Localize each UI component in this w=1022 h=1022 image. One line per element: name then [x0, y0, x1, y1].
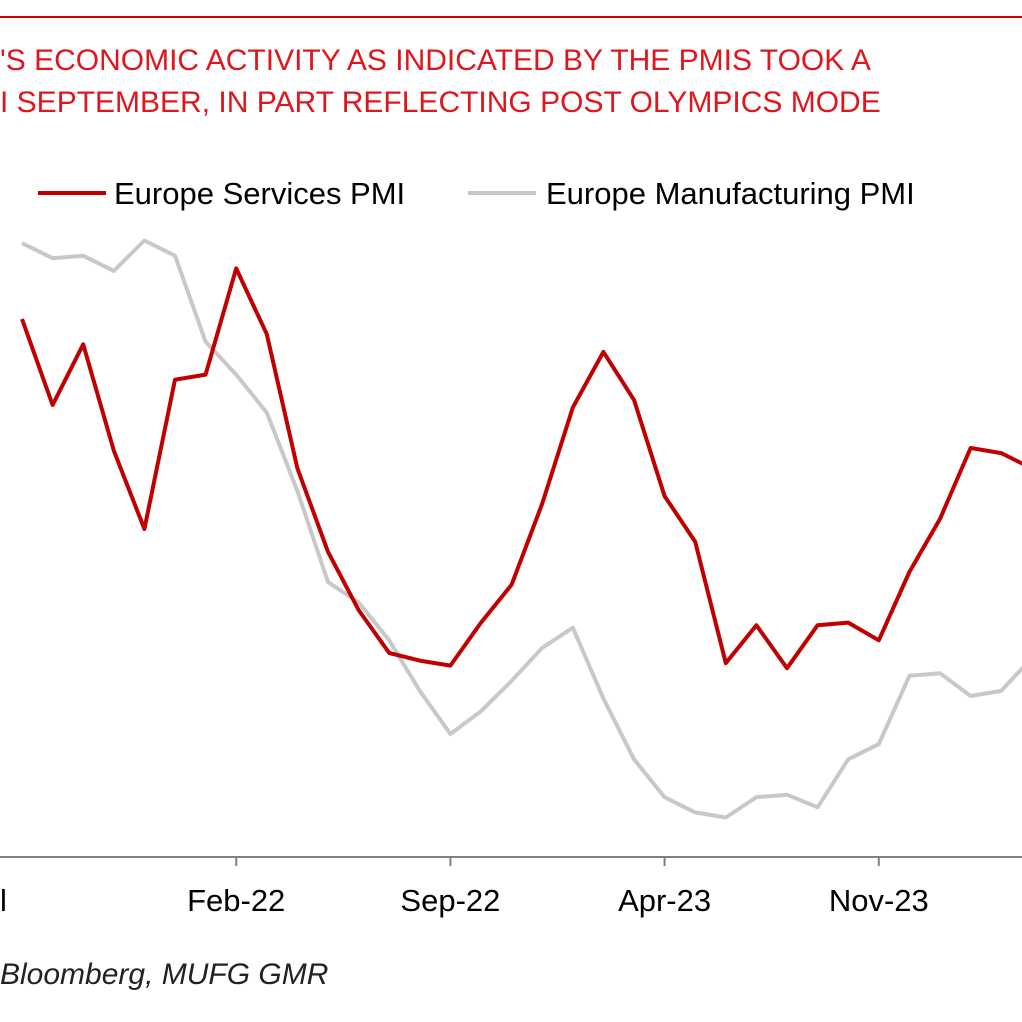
series-lines — [20, 238, 1022, 820]
legend-label-services: Europe Services PMI — [114, 176, 405, 211]
x-axis-ticks — [235, 857, 880, 866]
series-line-manufacturing — [21, 238, 1022, 820]
chart-legend: Europe Services PMI Europe Manufacturing… — [38, 176, 915, 211]
x-tick-label: l — [0, 883, 7, 918]
source-note: Bloomberg, MUFG GMR — [0, 958, 329, 991]
x-tick-label: Sep-22 — [400, 883, 500, 918]
x-tick-label: Feb-22 — [187, 883, 285, 918]
x-tick-label: Nov-23 — [829, 883, 929, 918]
series-line-services — [20, 266, 1022, 671]
x-tick-label: Apr-23 — [618, 883, 711, 918]
chart-title-line-2: I SEPTEMBER, IN PART REFLECTING POST OLY… — [0, 86, 881, 119]
title-rule — [0, 16, 1022, 18]
legend-label-manufacturing: Europe Manufacturing PMI — [546, 176, 915, 211]
chart-title-line-1: 'S ECONOMIC ACTIVITY AS INDICATED BY THE… — [0, 44, 871, 77]
